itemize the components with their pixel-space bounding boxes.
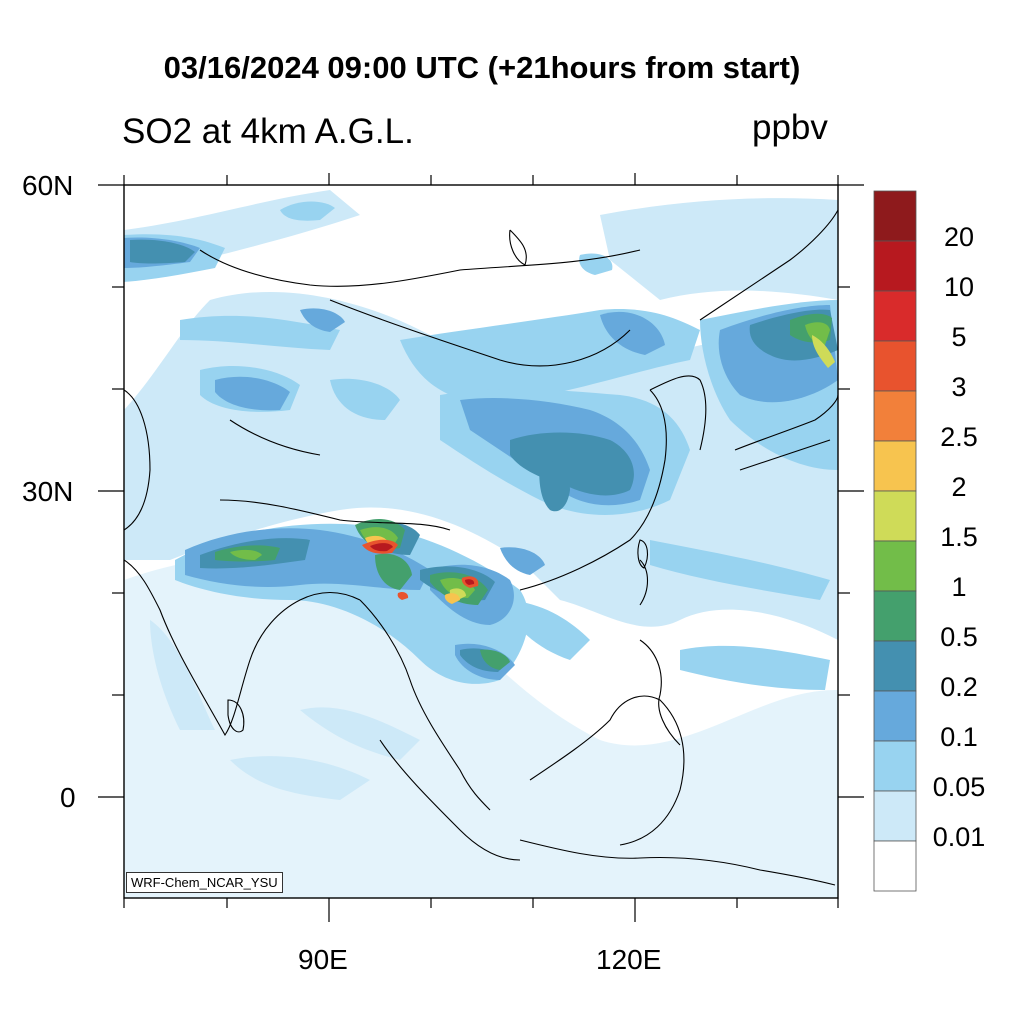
colorbar-swatch bbox=[873, 640, 917, 692]
lat-label-equator: 0 bbox=[60, 782, 76, 813]
sri-lanka-outline bbox=[227, 699, 245, 733]
axis-ticks bbox=[98, 173, 864, 922]
colorbar-level-label: 10 bbox=[943, 272, 975, 302]
taiwan-outline bbox=[637, 539, 649, 569]
colorbar-level-label: 3 bbox=[951, 372, 967, 402]
lon-label-120e: 120E bbox=[596, 944, 662, 975]
colorbar-level-label: 0.5 bbox=[940, 622, 978, 652]
colorbar-swatch bbox=[873, 290, 917, 342]
colorbar-swatch bbox=[873, 790, 917, 842]
colorbar-swatch bbox=[873, 740, 917, 792]
colorbar-level-label: 0.2 bbox=[940, 672, 978, 702]
colorbar-swatch bbox=[873, 490, 917, 542]
colorbar-level-label: 0.05 bbox=[932, 772, 986, 802]
so2-field-20 bbox=[370, 543, 475, 585]
coastline-borders bbox=[124, 209, 838, 886]
colorbar-level-label: 1 bbox=[951, 572, 967, 602]
colorbar-swatch bbox=[873, 440, 917, 492]
colorbar-level-label: 20 bbox=[943, 222, 975, 252]
colorbar-swatch bbox=[873, 190, 917, 242]
colorbar-swatch bbox=[873, 690, 917, 742]
colorbar-level-label: 0.1 bbox=[940, 722, 978, 752]
variable-subtitle: SO2 at 4km A.G.L. bbox=[122, 112, 414, 151]
colorbar-level-label: 0.01 bbox=[932, 822, 986, 852]
map-title: 03/16/2024 09:00 UTC (+21hours from star… bbox=[163, 50, 801, 85]
colorbar-swatch bbox=[873, 590, 917, 642]
units-label: ppbv bbox=[752, 108, 828, 147]
colorbar-level-label: 1.5 bbox=[940, 522, 978, 552]
colorbar-level-label: 2 bbox=[951, 472, 967, 502]
colorbar-swatch bbox=[873, 340, 917, 392]
lat-label-60n: 60N bbox=[22, 170, 74, 201]
colorbar bbox=[873, 190, 917, 892]
colorbar-swatch bbox=[873, 390, 917, 442]
lat-label-30n: 30N bbox=[22, 476, 74, 507]
model-tag: WRF-Chem_NCAR_YSU bbox=[126, 872, 283, 893]
lon-label-90e: 90E bbox=[298, 944, 348, 975]
map-frame bbox=[123, 184, 839, 899]
colorbar-level-label: 5 bbox=[951, 322, 967, 352]
colorbar-swatch bbox=[873, 540, 917, 592]
colorbar-swatch bbox=[873, 840, 917, 892]
colorbar-level-label: 2.5 bbox=[940, 422, 978, 452]
colorbar-swatch bbox=[873, 240, 917, 292]
